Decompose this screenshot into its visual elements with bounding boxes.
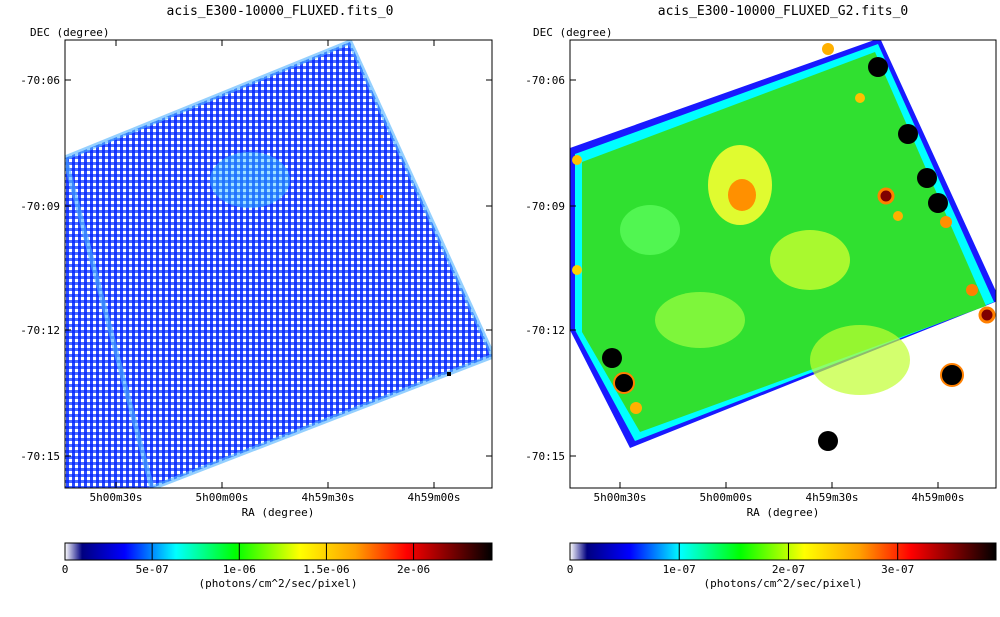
point-source	[966, 284, 978, 296]
colorbar-tick-label: 1e-06	[223, 563, 256, 576]
y-tick-label: -70:15	[525, 450, 565, 463]
x-axis: 5h00m30s 5h00m00s 4h59m30s 4h59m00s RA (…	[594, 482, 965, 519]
point-source	[630, 402, 642, 414]
point-source	[917, 168, 937, 188]
emission-clump	[728, 179, 756, 211]
x-tick-label: 5h00m00s	[196, 491, 249, 504]
colorbar-ticks: 0 5e-07 1e-06 1.5e-06 2e-06	[62, 543, 430, 576]
point-source	[855, 93, 865, 103]
colorbar-tick-label: 1.5e-06	[303, 563, 349, 576]
x-tick-label: 4h59m30s	[302, 491, 355, 504]
colorbar-tick-label: 2e-06	[397, 563, 430, 576]
y-tick-label: -70:06	[525, 74, 565, 87]
point-source	[893, 211, 903, 221]
point-source	[602, 348, 622, 368]
x-tick-label: 4h59m00s	[408, 491, 461, 504]
diffuse-emission	[210, 152, 290, 208]
x-axis: 5h00m30s 5h00m00s 4h59m30s 4h59m00s RA (…	[90, 40, 461, 519]
colorbar-ticks: 0 1e-07 2e-07 3e-07	[567, 543, 914, 576]
colorbar-tick-label: 0	[567, 563, 574, 576]
colorbar-tick-label: 1e-07	[663, 563, 696, 576]
colorbar: 0 5e-07 1e-06 1.5e-06 2e-06 (photons/cm^2/se…	[62, 542, 493, 590]
hot-pixel	[380, 195, 383, 198]
y-axis: -70:06 -70:09 -70:12 -70:15	[20, 74, 492, 463]
colorbar-gradient	[64, 542, 493, 561]
image-area	[65, 40, 492, 488]
point-source	[877, 187, 895, 205]
image-area	[570, 40, 996, 451]
colorbar-tick-label: 3e-07	[881, 563, 914, 576]
y-axis-label: DEC (degree)	[30, 26, 109, 39]
point-sources	[572, 43, 996, 451]
point-source	[898, 124, 918, 144]
point-source	[613, 372, 635, 394]
y-axis: -70:06 -70:09 -70:12 -70:15	[525, 74, 576, 463]
y-tick-label: -70:06	[20, 74, 60, 87]
point-source	[940, 363, 964, 387]
x-tick-label: 5h00m30s	[90, 491, 143, 504]
y-tick-label: -70:09	[525, 200, 565, 213]
colorbar-label: (photons/cm^2/sec/pixel)	[704, 577, 863, 590]
y-axis-label: DEC (degree)	[533, 26, 612, 39]
right-panel: acis_E300-10000_FLUXED_G2.fits_0 DEC (de…	[525, 4, 997, 590]
y-tick-label: -70:09	[20, 200, 60, 213]
colorbar-gradient	[569, 542, 997, 561]
x-tick-label: 5h00m30s	[594, 491, 647, 504]
colorbar-tick-label: 2e-07	[772, 563, 805, 576]
chart-title: acis_E300-10000_FLUXED_G2.fits_0	[658, 4, 908, 19]
x-axis-label: RA (degree)	[747, 506, 820, 519]
x-tick-label: 4h59m00s	[912, 491, 965, 504]
point-source	[818, 431, 838, 451]
colorbar: 0 1e-07 2e-07 3e-07 (photons/cm^2/sec/pixel…	[567, 542, 997, 590]
emission-clump	[770, 230, 850, 290]
emission-clump	[620, 205, 680, 255]
colorbar-label: (photons/cm^2/sec/pixel)	[199, 577, 358, 590]
colorbar-tick-label: 5e-07	[136, 563, 169, 576]
x-tick-label: 4h59m30s	[806, 491, 859, 504]
left-panel: acis_E300-10000_FLUXED.fits_0 DEC (degre…	[20, 4, 493, 590]
x-axis-label: RA (degree)	[242, 506, 315, 519]
chart-title: acis_E300-10000_FLUXED.fits_0	[167, 4, 394, 19]
point-source	[868, 57, 888, 77]
plot-frame	[64, 39, 493, 489]
point-source	[940, 216, 952, 228]
point-source	[572, 155, 582, 165]
hot-pixel	[447, 372, 451, 376]
point-source	[822, 43, 834, 55]
point-source	[572, 265, 582, 275]
plot-frame	[569, 39, 997, 489]
y-tick-label: -70:12	[525, 324, 565, 337]
y-tick-label: -70:15	[20, 450, 60, 463]
emission-clump	[655, 292, 745, 348]
y-tick-label: -70:12	[20, 324, 60, 337]
point-source	[978, 306, 996, 324]
point-source	[928, 193, 948, 213]
emission-clump	[810, 325, 910, 395]
flux-map-footprint	[65, 42, 492, 488]
colorbar-tick-label: 0	[62, 563, 69, 576]
x-tick-label: 5h00m00s	[700, 491, 753, 504]
flux-map-edge	[65, 40, 492, 488]
